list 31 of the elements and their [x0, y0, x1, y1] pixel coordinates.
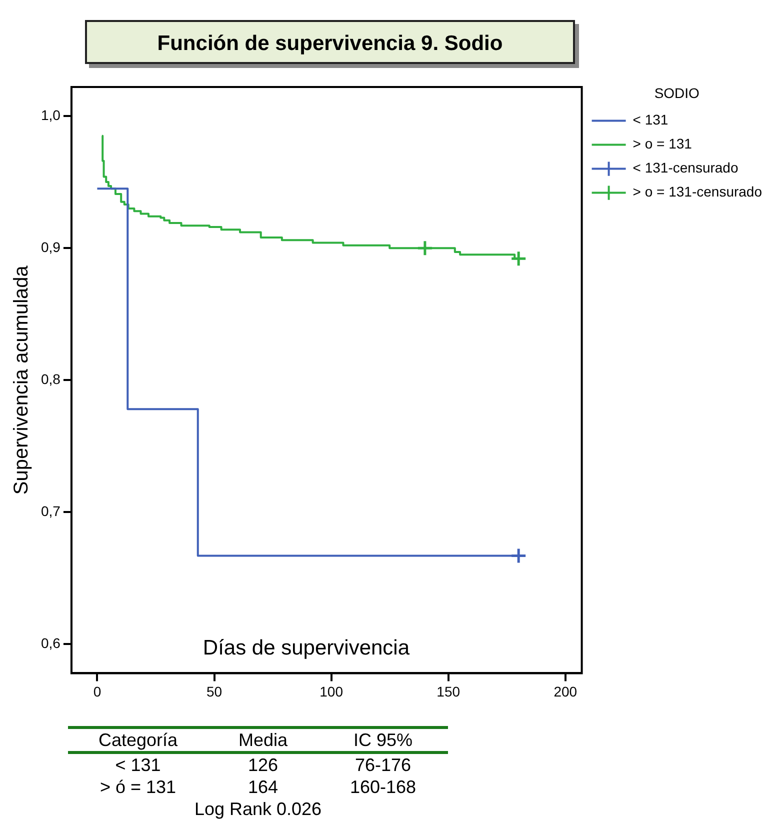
- y-tick-label: 0,6: [40, 635, 61, 652]
- y-tick-label: 1,0: [40, 106, 61, 123]
- x-tick-label: 0: [93, 683, 102, 700]
- text: IC 95%: [352, 729, 414, 751]
- y-tick-label: 0,9: [40, 238, 61, 255]
- x-axis-title: Días de supervivencia: [202, 636, 410, 660]
- point: [510, 250, 527, 267]
- text: Categoría: [97, 729, 179, 751]
- legend-label: < 131-censurado: [632, 160, 738, 176]
- text: > ó = 131: [98, 776, 178, 798]
- text: Log Rank 0.026: [193, 798, 323, 820]
- y-tick-label: 0,7: [40, 502, 61, 519]
- legend-label: > o = 131-censurado: [632, 184, 762, 200]
- y-tick-label: 0,8: [40, 370, 61, 387]
- legend-label: < 131: [632, 112, 668, 128]
- point: [510, 547, 527, 564]
- text: 160-168: [348, 776, 418, 798]
- text: < 131: [114, 754, 162, 776]
- x-tick-label: 150: [436, 683, 460, 700]
- y-axis-title: Supervivencia acumulada: [10, 264, 33, 495]
- x-tick-label: 100: [320, 683, 344, 700]
- x-tick-label: 200: [554, 683, 578, 700]
- text: 76-176: [354, 754, 412, 776]
- point: [416, 240, 434, 256]
- chart-title: Función de supervivencia 9. Sodio: [85, 20, 575, 64]
- text: 126: [246, 754, 280, 776]
- x-tick-label: 50: [206, 683, 222, 700]
- legend-title: SODIO: [654, 84, 700, 101]
- legend-label: > o = 131: [632, 136, 692, 152]
- text: 164: [246, 776, 280, 798]
- text: Media: [237, 729, 289, 751]
